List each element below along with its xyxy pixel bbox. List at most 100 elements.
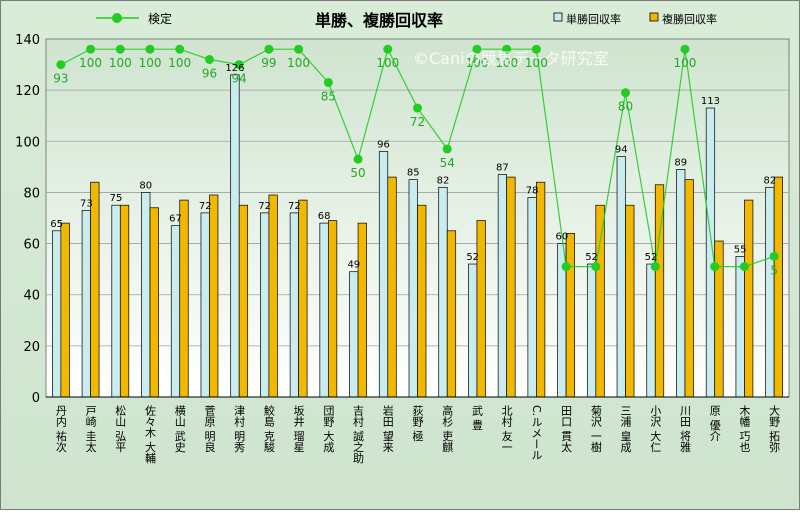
- data-label-test: 96: [202, 66, 217, 80]
- data-label-win: 49: [347, 260, 360, 271]
- y-tick-label: 40: [23, 289, 40, 304]
- x-tick-label: 丹内 祐次: [54, 405, 67, 453]
- bar-win: [705, 107, 716, 398]
- data-label-win: 78: [526, 186, 539, 197]
- y-tick-label: 20: [23, 340, 40, 355]
- bar-place: [387, 176, 397, 398]
- bar-win: [646, 263, 656, 398]
- point-test: [531, 44, 541, 54]
- bar-win: [230, 74, 240, 398]
- data-label-win: 52: [466, 252, 479, 263]
- bar-win: [378, 151, 389, 398]
- point-test: [204, 54, 214, 64]
- data-label-win: 72: [288, 201, 301, 212]
- bar-win: [735, 256, 745, 398]
- point-test: [383, 44, 393, 54]
- x-tick-label: 三浦 皇成: [619, 405, 632, 453]
- data-label-win: 68: [318, 211, 331, 222]
- y-tick-label: 100: [15, 135, 40, 150]
- data-label-win: 55: [734, 244, 747, 255]
- x-tick-label: 田口 貫太: [560, 405, 573, 453]
- point-test: [413, 103, 422, 113]
- x-tick-label: 佐々木 大輔: [144, 404, 157, 464]
- legend-swatch-win: [553, 12, 563, 22]
- point-test: [502, 44, 512, 54]
- x-tick-label: 戸崎 圭太: [84, 405, 97, 453]
- data-label-test: 100: [674, 56, 697, 70]
- x-tick-label: 岩田 望来: [381, 404, 394, 453]
- bar-place: [179, 199, 189, 398]
- data-label-win: 73: [80, 198, 93, 209]
- bar-win: [111, 204, 121, 398]
- x-tick-label: 吉村 誠之助: [352, 405, 365, 464]
- bar-place: [476, 220, 486, 398]
- point-test: [591, 262, 601, 272]
- bar-win: [200, 212, 210, 398]
- x-tick-label: 武 豊: [470, 405, 483, 431]
- point-test: [769, 251, 779, 261]
- bar-place: [238, 204, 249, 398]
- bar-place: [625, 204, 635, 398]
- data-label-win: 85: [407, 168, 420, 179]
- x-tick-label: 菊沢 一樹: [589, 405, 602, 453]
- y-tick-label: 140: [15, 33, 40, 48]
- point-test: [739, 262, 749, 272]
- point-test: [710, 262, 720, 272]
- bar-win: [81, 209, 91, 398]
- bar-place: [60, 222, 70, 398]
- data-label-test: 99: [261, 56, 276, 70]
- x-tick-label: 川田 将雅: [678, 405, 691, 453]
- data-label-win: 113: [701, 96, 720, 107]
- bar-place: [744, 199, 754, 398]
- bar-place: [773, 176, 783, 398]
- data-label-test: 94: [232, 72, 247, 86]
- data-label-test: 80: [618, 100, 633, 114]
- legend-label-test: 検定: [148, 11, 172, 26]
- watermark: ©Caniの競馬データ研究室: [413, 49, 609, 68]
- x-tick-label: 鮫島 克駿: [262, 404, 275, 453]
- x-tick-label: 荻野 極: [411, 405, 424, 442]
- bar-win: [616, 156, 626, 398]
- data-label-test: 50: [350, 166, 365, 180]
- bar-place: [536, 181, 546, 398]
- bar-win: [349, 271, 359, 398]
- point-test: [56, 60, 66, 70]
- data-label-test: 54: [440, 156, 455, 170]
- bar-place: [119, 204, 130, 398]
- bar-win: [527, 197, 537, 398]
- x-tick-label: 横山 武史: [173, 404, 186, 453]
- point-test: [561, 262, 571, 272]
- data-label-win: 52: [585, 252, 598, 263]
- bar-place: [357, 222, 367, 398]
- data-label-win: 94: [615, 145, 628, 156]
- data-label-test: 100: [168, 56, 191, 70]
- point-test: [442, 144, 452, 154]
- bar-place: [417, 204, 427, 398]
- data-label-win: 96: [377, 140, 390, 151]
- bar-place: [149, 207, 159, 398]
- point-test: [621, 88, 631, 98]
- y-tick-label: 80: [23, 186, 40, 201]
- x-tick-label: 小沢 大仁: [649, 405, 662, 453]
- data-label-test: 72: [410, 115, 425, 129]
- bar-place: [684, 179, 694, 398]
- data-label-win: 80: [139, 180, 152, 191]
- legend-line-marker: [112, 13, 122, 23]
- y-tick-label: 0: [32, 391, 40, 406]
- bar-place: [595, 204, 605, 398]
- bar-place: [90, 181, 100, 398]
- point-test: [145, 44, 155, 54]
- bar-win: [141, 192, 151, 398]
- y-tick-label: 120: [15, 84, 40, 99]
- x-tick-label: 大野 拓弥: [768, 404, 781, 453]
- data-label-win: 82: [437, 175, 450, 186]
- x-tick-label: 津村 明秀: [233, 405, 246, 453]
- data-label-win: 126: [225, 63, 244, 74]
- data-label-win: 75: [110, 193, 123, 204]
- bar-place: [565, 232, 575, 398]
- data-label-test: 100: [495, 56, 518, 70]
- data-label-win: 60: [555, 232, 568, 243]
- point-test: [115, 44, 125, 54]
